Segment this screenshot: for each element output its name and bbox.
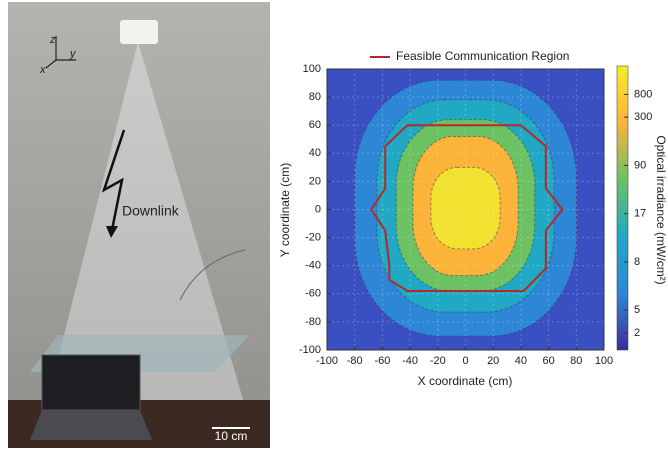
x-tick-label: -20: [430, 355, 446, 367]
downlink-label: Downlink: [122, 203, 180, 219]
x-tick-label: -80: [347, 355, 363, 367]
y-tick-label: -100: [299, 344, 321, 356]
laptop-screen: [42, 355, 140, 410]
projector: [120, 20, 158, 44]
y-tick-label: 40: [309, 147, 321, 159]
laptop-base: [30, 410, 152, 440]
y-tick-label: -80: [305, 316, 321, 328]
y-tick-label: 80: [309, 91, 321, 103]
x-tick-label: 100: [595, 355, 613, 367]
colorbar-tick-label: 800: [634, 88, 652, 100]
y-tick-label: 100: [303, 63, 321, 75]
legend-label: Feasible Communication Region: [396, 49, 569, 63]
x-tick-label: 80: [570, 355, 582, 367]
colorbar-tick-label: 90: [634, 159, 646, 171]
x-axis-label: X coordinate (cm): [418, 374, 513, 388]
colorbar-tick-label: 17: [634, 208, 646, 220]
axis-x: x: [39, 64, 46, 76]
photo: z x y Downlink 10 cm: [8, 2, 270, 448]
y-tick-label: 0: [315, 203, 321, 215]
x-tick-label: -60: [374, 355, 390, 367]
x-tick-label: 40: [515, 355, 527, 367]
figure: z x y Downlink 10 cm X coordinate (cm) Y…: [0, 0, 668, 450]
chart: X coordinate (cm) Y coordinate (cm) Opti…: [278, 49, 668, 388]
y-tick-label: -60: [305, 288, 321, 300]
colorbar-label: Optical irradiance (mW/cm²): [654, 135, 668, 284]
y-tick-label: 20: [309, 175, 321, 187]
x-tick-label: 20: [487, 355, 499, 367]
y-tick-label: -20: [305, 232, 321, 244]
x-tick-label: 60: [542, 355, 554, 367]
colorbar-tick-label: 8: [634, 256, 640, 268]
x-tick-label: -40: [402, 355, 418, 367]
y-tick-label: 60: [309, 119, 321, 131]
colorbar-tick-label: 300: [634, 111, 652, 123]
x-tick-label: -100: [316, 355, 338, 367]
colorbar-tick-label: 2: [634, 327, 640, 339]
colorbar: [617, 66, 628, 350]
y-tick-label: -40: [305, 260, 321, 272]
x-tick-label: 0: [462, 355, 468, 367]
axis-z: z: [49, 34, 56, 46]
scale-label: 10 cm: [215, 429, 248, 443]
colorbar-tick-label: 5: [634, 304, 640, 316]
y-axis-label: Y coordinate (cm): [278, 163, 292, 257]
